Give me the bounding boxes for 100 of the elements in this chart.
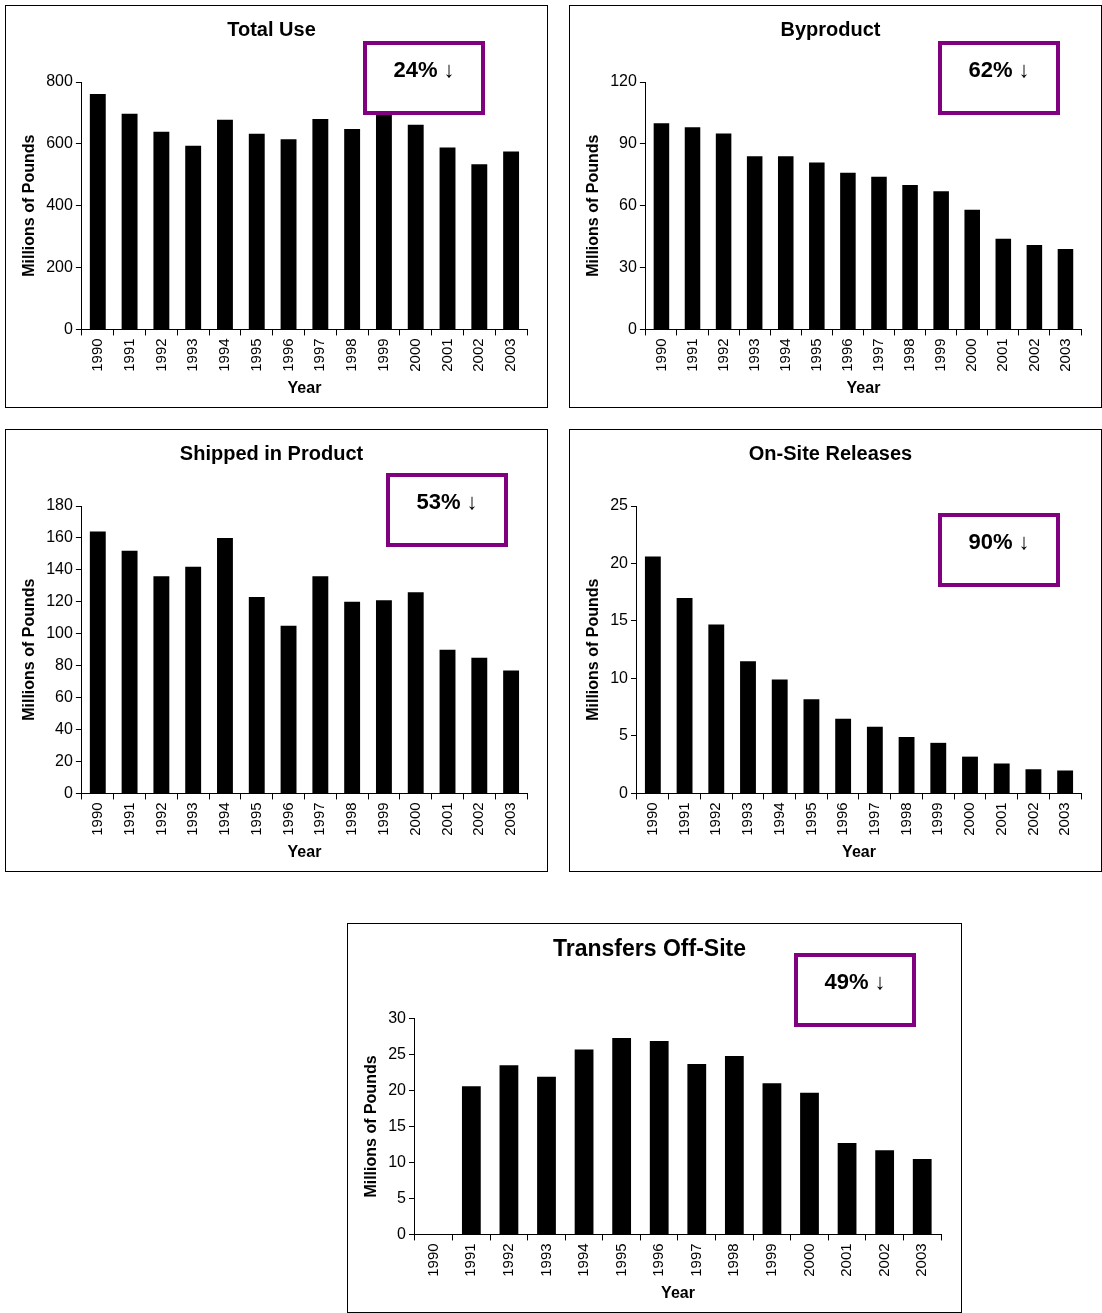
x-tick-label: 2003 bbox=[912, 1243, 930, 1277]
y-tick-label: 160 bbox=[46, 528, 73, 546]
y-axis-title: Millions of Pounds bbox=[584, 578, 602, 721]
annotation: 90% ↓ bbox=[938, 513, 1060, 587]
y-tick-label: 180 bbox=[46, 496, 73, 514]
x-tick-label: 2003 bbox=[1055, 338, 1073, 372]
x-tick-label: 1995 bbox=[806, 338, 824, 372]
x-tick-label: 1992 bbox=[713, 338, 731, 372]
x-tick-label: 2001 bbox=[437, 338, 455, 372]
x-tick-label: 2002 bbox=[874, 1243, 892, 1277]
x-tick-label: 2001 bbox=[993, 338, 1011, 372]
x-axis-title: Year bbox=[661, 1283, 695, 1301]
x-tick-label: 1998 bbox=[896, 802, 914, 836]
x-tick-label: 2000 bbox=[405, 338, 423, 372]
x-tick-label: 1998 bbox=[900, 338, 918, 372]
x-tick-label: 2001 bbox=[991, 802, 1009, 836]
x-tick-label: 1993 bbox=[536, 1243, 554, 1277]
x-tick-label: 2000 bbox=[960, 802, 978, 836]
y-tick-label: 0 bbox=[619, 783, 629, 801]
x-axis-title: Year bbox=[842, 842, 876, 860]
x-tick-label: 1991 bbox=[682, 338, 700, 372]
x-tick-label: 1993 bbox=[183, 802, 201, 836]
y-tick-label: 140 bbox=[46, 560, 73, 578]
y-tick-label: 15 bbox=[388, 1116, 407, 1134]
y-tick-label: 120 bbox=[46, 592, 73, 610]
y-tick-label: 20 bbox=[388, 1080, 407, 1098]
y-tick-label: 60 bbox=[619, 196, 637, 214]
x-tick-label: 1997 bbox=[310, 338, 328, 372]
y-axis-title: Millions of Pounds bbox=[584, 134, 602, 277]
y-axis-title: Millions of Pounds bbox=[362, 1055, 380, 1198]
y-tick-label: 25 bbox=[610, 496, 629, 514]
x-tick-label: 1993 bbox=[744, 338, 762, 372]
x-tick-label: 1994 bbox=[775, 338, 793, 372]
chart-title: Transfers Off-Site bbox=[553, 935, 746, 962]
text: 62% ↓ bbox=[938, 41, 1060, 115]
x-tick-label: 1993 bbox=[183, 338, 201, 372]
x-tick-label: 1990 bbox=[423, 1243, 441, 1277]
y-tick-label: 120 bbox=[610, 72, 637, 90]
chart-title: Byproduct bbox=[780, 17, 881, 40]
x-tick-label: 1994 bbox=[215, 338, 233, 372]
chart-title: Total Use bbox=[227, 17, 316, 40]
y-tick-label: 25 bbox=[388, 1044, 407, 1062]
x-axis-title: Year bbox=[846, 378, 881, 396]
x-tick-label: 1995 bbox=[611, 1243, 629, 1277]
x-tick-label: 1994 bbox=[769, 802, 787, 836]
x-tick-label: 1998 bbox=[342, 802, 360, 836]
y-tick-label: 0 bbox=[627, 319, 637, 337]
x-tick-label: 2003 bbox=[501, 338, 519, 372]
x-tick-label: 1998 bbox=[724, 1243, 742, 1277]
x-tick-label: 1999 bbox=[374, 338, 392, 372]
x-tick-label: 1998 bbox=[342, 338, 360, 372]
x-tick-label: 2002 bbox=[469, 338, 487, 372]
text: 49% ↓ bbox=[794, 953, 916, 1027]
x-tick-label: 1992 bbox=[151, 802, 169, 836]
x-tick-label: 2000 bbox=[405, 802, 423, 836]
x-tick-label: 1999 bbox=[928, 802, 946, 836]
y-tick-label: 0 bbox=[63, 319, 73, 337]
x-tick-label: 2001 bbox=[837, 1243, 855, 1277]
y-tick-label: 600 bbox=[46, 134, 73, 152]
x-axis-title: Year bbox=[287, 842, 322, 860]
y-tick-label: 40 bbox=[55, 719, 73, 737]
y-tick-label: 80 bbox=[55, 656, 73, 674]
y-tick-label: 0 bbox=[63, 783, 73, 801]
y-axis-title: Millions of Pounds bbox=[20, 578, 38, 721]
x-tick-label: 1996 bbox=[838, 338, 856, 372]
x-tick-label: 1994 bbox=[574, 1243, 592, 1277]
x-tick-label: 1997 bbox=[869, 338, 887, 372]
y-tick-label: 10 bbox=[610, 668, 629, 686]
x-tick-label: 1995 bbox=[801, 802, 819, 836]
x-tick-label: 2003 bbox=[501, 802, 519, 836]
x-tick-label: 1991 bbox=[461, 1243, 479, 1277]
x-tick-label: 1992 bbox=[499, 1243, 517, 1277]
y-axis-title: Millions of Pounds bbox=[20, 134, 38, 277]
x-tick-label: 1997 bbox=[310, 802, 328, 836]
x-tick-label: 1990 bbox=[87, 338, 105, 372]
x-tick-label: 1995 bbox=[246, 338, 264, 372]
y-tick-label: 100 bbox=[46, 624, 73, 642]
x-tick-label: 1991 bbox=[119, 338, 137, 372]
y-tick-label: 0 bbox=[397, 1224, 407, 1242]
x-tick-label: 2000 bbox=[962, 338, 980, 372]
x-tick-label: 2002 bbox=[1024, 338, 1042, 372]
x-tick-label: 1997 bbox=[686, 1243, 704, 1277]
x-tick-label: 2000 bbox=[799, 1243, 817, 1277]
annotation: 53% ↓ bbox=[386, 473, 508, 547]
y-tick-label: 30 bbox=[619, 257, 637, 275]
x-tick-label: 1991 bbox=[674, 802, 692, 836]
y-tick-label: 30 bbox=[388, 1009, 407, 1027]
chart-title: Shipped in Product bbox=[179, 441, 364, 464]
x-tick-label: 1999 bbox=[762, 1243, 780, 1277]
y-tick-label: 200 bbox=[46, 257, 73, 275]
y-tick-label: 60 bbox=[55, 688, 73, 706]
x-tick-label: 1999 bbox=[374, 802, 392, 836]
x-tick-label: 1994 bbox=[215, 802, 233, 836]
x-tick-label: 1996 bbox=[649, 1243, 667, 1277]
x-tick-label: 1997 bbox=[865, 802, 882, 836]
y-tick-label: 10 bbox=[388, 1152, 407, 1170]
x-tick-label: 2001 bbox=[437, 802, 455, 836]
x-tick-label: 1990 bbox=[651, 338, 669, 372]
x-tick-label: 1990 bbox=[642, 802, 660, 836]
y-tick-label: 20 bbox=[55, 751, 73, 769]
